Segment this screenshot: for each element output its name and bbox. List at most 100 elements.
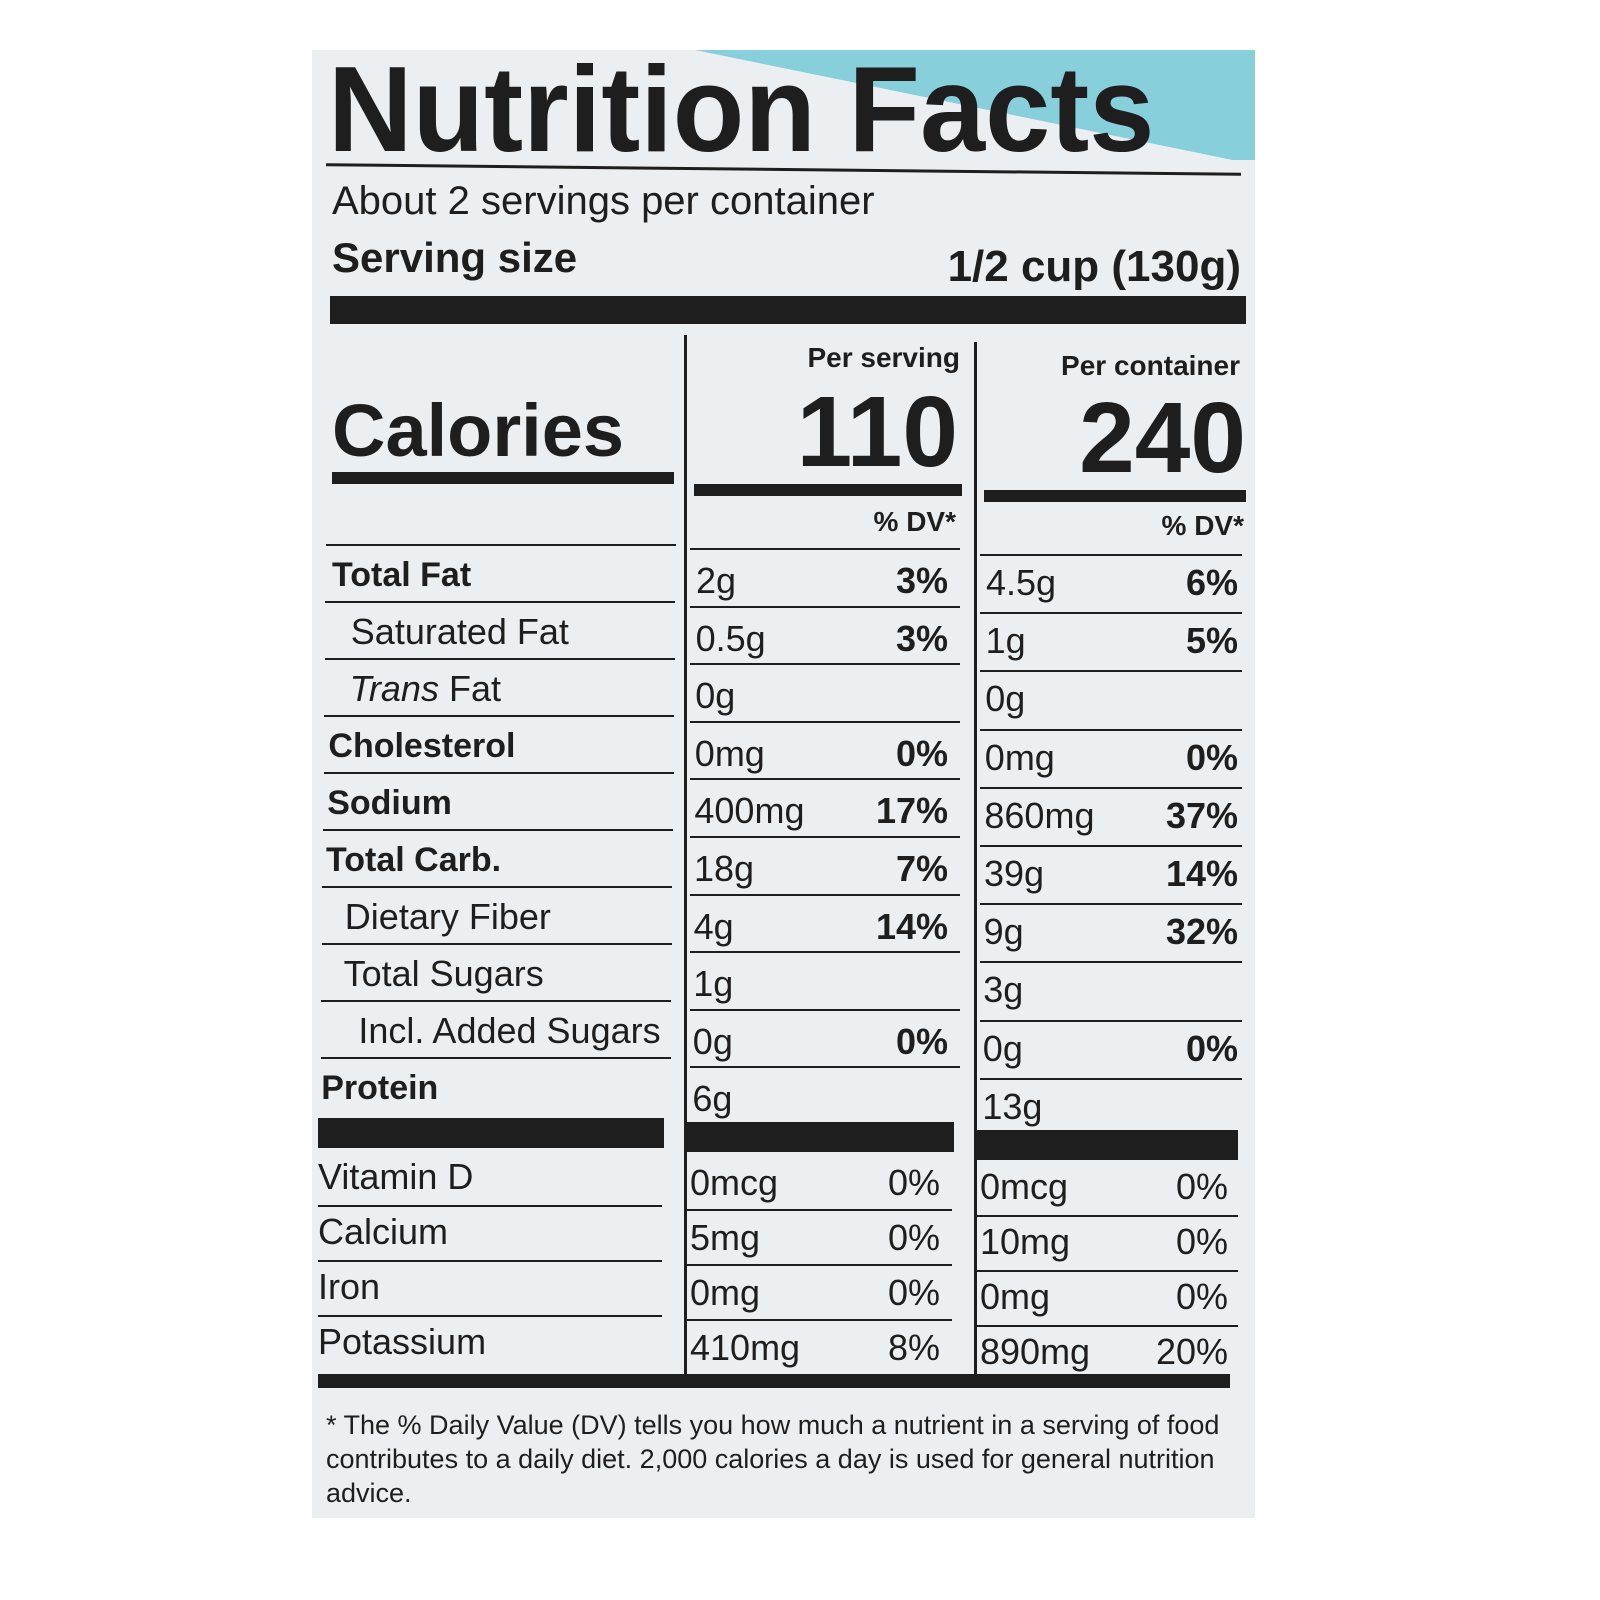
container-amount: 0mcg <box>980 1166 1069 1207</box>
container-amount: 890mg <box>980 1331 1091 1372</box>
vitamin-name: Calcium <box>318 1211 449 1252</box>
calories-per-serving: 110 <box>796 376 958 488</box>
row-divider <box>976 1325 1238 1327</box>
container-amount: 9g <box>983 911 1024 953</box>
serving-amount: 1g <box>693 963 734 1005</box>
row-divider <box>976 1270 1238 1272</box>
thick-divider <box>974 1130 1238 1160</box>
row-divider <box>690 605 960 608</box>
row-divider <box>980 554 1242 556</box>
row-divider <box>980 845 1242 847</box>
row-divider <box>321 1000 672 1002</box>
serving-amount: 2g <box>696 560 737 601</box>
serving-amount: 0g <box>692 1020 733 1062</box>
serving-amount: 0mg <box>694 732 765 774</box>
row-divider <box>980 1077 1242 1080</box>
thick-divider <box>318 1374 1230 1388</box>
nutrient-name: Total Fat <box>332 556 472 594</box>
serving-dv: 0% <box>887 1217 940 1258</box>
column-divider <box>684 335 687 1375</box>
container-dv: 5% <box>1185 620 1238 662</box>
container-dv: 32% <box>1165 911 1238 953</box>
row-divider <box>318 1260 662 1262</box>
servings-per-container: About 2 servings per container <box>332 179 875 223</box>
container-amount: 10mg <box>980 1221 1071 1262</box>
container-dv: 0% <box>1185 736 1238 778</box>
row-divider <box>686 1264 952 1266</box>
row-divider <box>324 658 675 660</box>
row-divider <box>980 670 1242 673</box>
row-divider <box>690 836 960 838</box>
row-divider <box>690 663 960 666</box>
container-amount: 1g <box>985 620 1026 662</box>
calories-per-container: 240 <box>1079 382 1246 494</box>
serving-amount: 6g <box>692 1078 733 1120</box>
row-divider <box>980 1019 1242 1022</box>
row-divider <box>980 961 1242 964</box>
dv-header: % DV* <box>873 506 956 537</box>
serving-dv: 17% <box>875 790 948 832</box>
column-divider <box>974 342 977 1382</box>
label-title: Nutrition Facts <box>328 50 1155 177</box>
nutrition-label: Nutrition Facts About 2 servings per con… <box>312 50 1255 1518</box>
nutrient-name: Total Carb. <box>326 841 502 879</box>
container-dv: 0% <box>1175 1276 1228 1317</box>
row-divider <box>321 943 672 945</box>
container-amount: 0g <box>985 678 1026 720</box>
nutrient-name: Cholesterol <box>328 727 516 765</box>
serving-amount: 4g <box>693 905 734 947</box>
thick-divider <box>318 1118 664 1148</box>
container-dv: 0% <box>1175 1166 1228 1207</box>
row-divider <box>980 903 1242 906</box>
serving-dv: 0% <box>895 1020 948 1062</box>
vitamin-name: Vitamin D <box>318 1156 474 1197</box>
container-amount: 39g <box>984 853 1045 894</box>
row-divider <box>323 829 673 831</box>
container-amount: 0g <box>982 1027 1023 1069</box>
serving-size-value: 1/2 cup (130g) <box>947 242 1241 291</box>
container-dv: 20% <box>1155 1331 1228 1372</box>
calories-label: Calories <box>332 389 625 472</box>
nutrient-name: Total Sugars <box>343 953 544 994</box>
row-divider <box>690 548 960 550</box>
serving-dv: 8% <box>887 1327 940 1368</box>
row-divider <box>980 612 1242 615</box>
serving-amount: 5mg <box>690 1217 761 1258</box>
nutrient-name: Protein <box>321 1069 439 1107</box>
calories-divider <box>694 484 962 496</box>
row-divider <box>322 886 673 888</box>
container-dv: 6% <box>1185 562 1238 603</box>
row-divider <box>686 1209 952 1211</box>
row-divider <box>318 1205 662 1207</box>
row-divider <box>686 1319 952 1321</box>
per-container-header: Per container <box>1061 350 1240 381</box>
row-divider <box>690 720 960 723</box>
footnote: * The % Daily Value (DV) tells you how m… <box>326 1410 1220 1508</box>
row-divider <box>323 772 674 774</box>
italic-text: Trans <box>349 668 439 709</box>
container-amount: 860mg <box>984 794 1095 836</box>
row-divider <box>690 778 960 781</box>
container-amount: 13g <box>982 1085 1043 1127</box>
serving-amount: 400mg <box>694 790 805 832</box>
row-divider <box>690 951 960 954</box>
container-amount: 4.5g <box>986 562 1057 603</box>
serving-amount: 0g <box>695 675 736 717</box>
serving-amount: 18g <box>694 848 755 889</box>
serving-dv: 0% <box>895 732 948 774</box>
nutrient-name: Trans Fat <box>349 668 501 709</box>
container-dv: 14% <box>1165 853 1238 894</box>
row-divider <box>320 1057 671 1059</box>
row-divider <box>980 728 1242 731</box>
serving-amount: 0mg <box>690 1272 761 1313</box>
vitamin-name: Potassium <box>318 1321 487 1362</box>
serving-dv: 7% <box>895 848 948 889</box>
row-divider <box>318 1315 662 1317</box>
calories-divider <box>332 472 674 484</box>
row-divider <box>326 544 676 546</box>
row-divider <box>976 1215 1238 1217</box>
container-amount: 0mg <box>980 1276 1051 1317</box>
container-amount: 0mg <box>984 736 1055 778</box>
row-divider <box>325 601 676 603</box>
container-dv: 0% <box>1185 1027 1238 1069</box>
